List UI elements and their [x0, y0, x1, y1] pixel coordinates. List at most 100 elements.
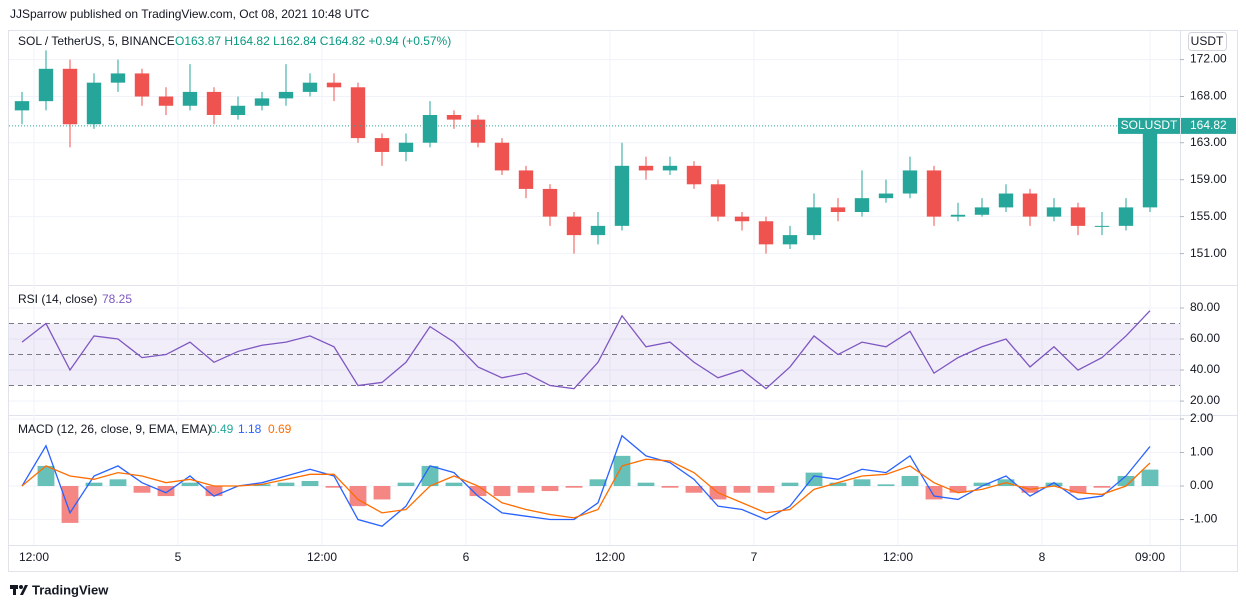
candle-body [710, 184, 726, 217]
histogram-bar [517, 486, 535, 493]
histogram-bar [589, 479, 607, 487]
x-tick-label: 5 [175, 550, 182, 564]
candle-body [1094, 225, 1110, 227]
histogram-bar [949, 486, 967, 493]
x-tick-label: 8 [1039, 550, 1046, 564]
candle-body [182, 91, 198, 106]
frame [8, 30, 1238, 572]
x-tick-label: 6 [463, 550, 470, 564]
x-tick-label: 09:00 [1135, 550, 1165, 564]
candle-body [950, 214, 966, 217]
candle-body [686, 165, 702, 185]
candle-body [518, 170, 534, 189]
y-tick-label: 60.00 [1190, 331, 1220, 345]
candle-body [470, 119, 486, 143]
y-tick-label: 163.00 [1190, 135, 1227, 149]
candle-body [1046, 207, 1062, 217]
y-tick-label: 2.00 [1190, 411, 1214, 425]
candle-body [542, 188, 558, 217]
y-tick-label: 155.00 [1190, 209, 1227, 223]
candle-body [806, 207, 822, 236]
x-tick-label: 12:00 [883, 550, 913, 564]
histogram-bar [613, 455, 631, 487]
x-tick-label: 7 [751, 550, 758, 564]
series-value: 0.69 [268, 422, 292, 436]
chart-title: RSI (14, close) [18, 292, 97, 306]
histogram-bar [565, 486, 583, 488]
candle-body [86, 82, 102, 125]
brand-logo [10, 585, 28, 595]
histogram-bar [853, 479, 871, 487]
candle-body [14, 101, 30, 111]
candle-body [1118, 207, 1134, 226]
series-value: 1.18 [238, 422, 262, 436]
y-tick-label: 159.00 [1190, 172, 1227, 186]
candle-body [1022, 193, 1038, 217]
y-tick-label: 168.00 [1190, 89, 1227, 103]
histogram-bar [1093, 486, 1111, 488]
x-tick-label: 12:00 [19, 550, 49, 564]
candle-body [662, 165, 678, 171]
histogram-bar [829, 482, 847, 487]
histogram-bar [493, 486, 511, 497]
histogram-bar [157, 486, 175, 497]
histogram-bar [877, 484, 895, 487]
candle-body [374, 138, 390, 152]
symbol-tag: SOLUSDT [1121, 118, 1178, 132]
y-tick-label: 172.00 [1190, 52, 1227, 66]
y-tick-label: 1.00 [1190, 445, 1214, 459]
candle-body [422, 115, 438, 143]
line [21, 434, 1151, 527]
candle-body [998, 193, 1014, 208]
candle-body [62, 68, 78, 125]
candle-body [230, 105, 246, 115]
candle-body [758, 221, 774, 245]
y-tick-label: -1.00 [1190, 512, 1218, 526]
candle-body [566, 216, 582, 236]
histogram-bar [61, 486, 79, 523]
candle-body [278, 91, 294, 99]
histogram-bar [781, 482, 799, 487]
candle-body [326, 82, 342, 88]
currency-box[interactable] [1188, 32, 1227, 51]
histogram-bar [1117, 475, 1135, 487]
y-tick-label: 0.00 [1190, 478, 1214, 492]
candle-body [854, 198, 870, 213]
chart-title: SOL / TetherUS, 5, BINANCE [18, 34, 175, 48]
candle-body [614, 165, 630, 226]
candle-body [254, 98, 270, 106]
x-tick-label: 12:00 [595, 550, 625, 564]
candle-body [1070, 207, 1086, 226]
candle-body [302, 82, 318, 92]
candle-body [830, 207, 846, 213]
currency[interactable]: USDT [1191, 34, 1224, 48]
histogram-bar [37, 465, 55, 487]
line [21, 458, 1151, 519]
candle-body [446, 115, 462, 120]
histogram-bar [397, 482, 415, 487]
candle-body [1142, 125, 1158, 208]
candle-body [158, 96, 174, 106]
histogram-bar [301, 481, 319, 487]
candle-body [734, 216, 750, 222]
brand: TradingView [32, 582, 109, 597]
candle-body [350, 87, 366, 139]
histogram-bar [133, 486, 151, 493]
histogram-bar [757, 486, 775, 493]
candle-body [494, 142, 510, 171]
candle-body [926, 170, 942, 217]
y-tick-label: 40.00 [1190, 362, 1220, 376]
histogram-bar [1141, 469, 1159, 487]
histogram-bar [445, 482, 463, 487]
last-price: 164.82 [1190, 118, 1227, 132]
candle-body [782, 235, 798, 245]
candle-body [110, 73, 126, 83]
histogram-bar [637, 482, 655, 487]
symbol-tag-bg [1118, 117, 1180, 134]
candle-body [638, 165, 654, 171]
histogram-value: 0.49 [210, 422, 234, 436]
ohlc-label: O163.87 H164.82 L162.84 C164.82 +0.94 (+… [175, 34, 451, 48]
x-tick-label: 12:00 [307, 550, 337, 564]
candle-body [38, 68, 54, 102]
